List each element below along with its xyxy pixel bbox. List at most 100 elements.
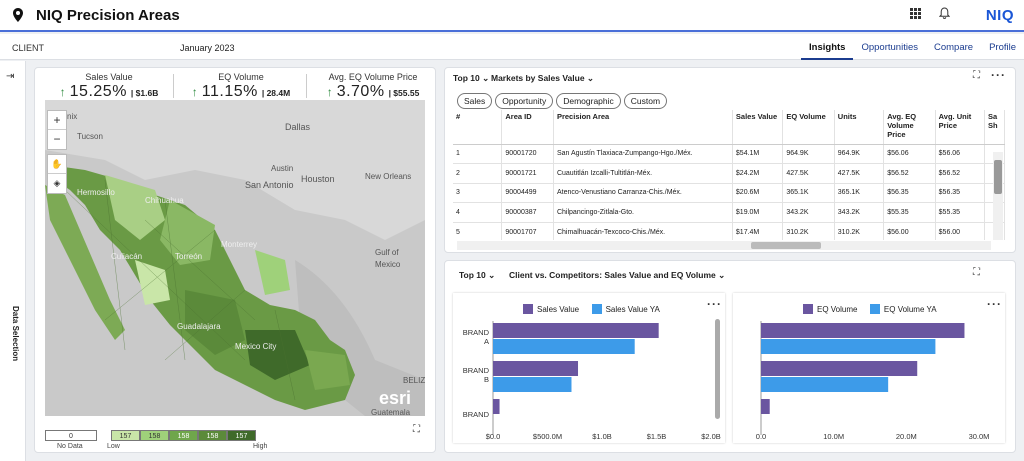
legend-cell[interactable]: 157 [227, 430, 256, 441]
map-label: BELIZ [403, 376, 425, 385]
legend-cell[interactable]: 157 [111, 430, 140, 441]
col-header[interactable]: Sales Value [732, 110, 784, 145]
choropleth-map[interactable]: nix Tucson Dallas Austin San Antonio Hou… [45, 100, 425, 416]
map-label: Dallas [285, 122, 311, 132]
bar-current[interactable] [761, 323, 965, 338]
table-cell: 1 [453, 144, 503, 165]
col-header[interactable]: Avg. Unit Price [935, 110, 986, 145]
legend-low-label: Low [107, 443, 120, 450]
col-header[interactable]: Sa Sh [984, 110, 1005, 145]
app-title: NIQ Precision Areas [36, 6, 180, 24]
divider [173, 74, 174, 98]
markets-title-dropdown[interactable]: Markets by Sales Value ⌄ [491, 73, 595, 83]
pan-hand-icon[interactable]: ✋ [48, 155, 66, 174]
expand-panel-icon[interactable]: ⇥ [6, 71, 15, 82]
filter-demographic[interactable]: Demographic [556, 93, 621, 109]
col-header[interactable]: Avg. EQ Volume Price [883, 110, 936, 145]
table-cell: 964.9K [782, 144, 835, 165]
kpi-label: Sales Value [85, 72, 133, 82]
col-header[interactable]: EQ Volume [782, 110, 835, 145]
table-cell: $20.6M [732, 183, 784, 204]
top-n-dropdown[interactable]: Top 10 ⌄ [459, 270, 496, 280]
client-label: CLIENT [12, 43, 45, 53]
map-tools: ✋ ◈ [47, 154, 67, 194]
apps-grid-icon[interactable] [909, 6, 921, 24]
col-header[interactable]: Units [834, 110, 885, 145]
more-options-icon[interactable]: ··· [707, 297, 722, 311]
legend-item[interactable]: EQ Volume [803, 304, 857, 314]
tab-opportunities[interactable]: Opportunities [861, 42, 918, 53]
bar-current[interactable] [761, 399, 770, 414]
top-n-dropdown[interactable]: Top 10 ⌄ [453, 73, 490, 83]
tab-compare[interactable]: Compare [933, 42, 974, 53]
col-header[interactable]: Area ID [501, 110, 554, 145]
period-label[interactable]: January 2023 [180, 43, 235, 53]
col-header[interactable]: Precision Area [553, 110, 733, 145]
up-arrow-icon: ↑ [326, 85, 333, 99]
tab-profile[interactable]: Profile [989, 42, 1016, 53]
scrollbar-thumb[interactable] [751, 242, 821, 249]
legend-item[interactable]: Sales Value [523, 304, 579, 314]
bar-current[interactable] [761, 361, 918, 376]
fullscreen-icon[interactable]: ⛶ [973, 70, 980, 81]
fullscreen-icon[interactable]: ⛶ [973, 267, 980, 278]
bar-year-ago[interactable] [761, 339, 936, 354]
table-cell: 90004499 [501, 183, 554, 204]
table-cell: Chimalhuacán-Texcoco-Chis./Méx. [553, 222, 733, 240]
horizontal-scrollbar[interactable] [457, 241, 991, 250]
divider [306, 74, 307, 98]
bell-icon[interactable] [938, 6, 951, 24]
table-row[interactable]: 3 90004499 Atenco-Venustiano Carranza-Chis… [453, 183, 1005, 204]
zoom-in-button[interactable]: + [48, 111, 66, 130]
legend-cell[interactable]: 158 [198, 430, 227, 441]
kpi-label: EQ Volume [218, 72, 264, 82]
more-options-icon[interactable]: ··· [987, 297, 1002, 311]
bar-current[interactable] [493, 399, 500, 414]
markets-panel: Top 10 ⌄ Markets by Sales Value ⌄ ⛶ ··· … [444, 67, 1016, 253]
legend-cell[interactable]: 158 [140, 430, 169, 441]
vertical-scrollbar[interactable] [993, 152, 1003, 240]
filter-sales[interactable]: Sales [457, 93, 493, 109]
comp-title-dropdown[interactable]: Client vs. Competitors: Sales Value and … [509, 270, 726, 280]
table-cell: 310.2K [834, 222, 885, 240]
map-label: Houston [301, 174, 335, 184]
tab-insights[interactable]: Insights [801, 34, 854, 60]
filter-custom[interactable]: Custom [623, 93, 668, 109]
table-cell: $56.52 [883, 163, 936, 184]
table-cell: San Agustín Tlaxiaca-Zumpango-Hgo./Méx. [553, 144, 733, 165]
data-selection-label[interactable]: Data Selection [11, 306, 20, 362]
table-row[interactable]: 1 90001720 San Agustín Tlaxiaca-Zumpango-H… [453, 144, 1005, 165]
col-header[interactable]: # [453, 110, 503, 145]
bar-year-ago[interactable] [493, 377, 572, 392]
map-label: Mexico [375, 260, 401, 269]
map-label: San Antonio [245, 180, 294, 190]
x-tick-label: 30.0M [969, 432, 990, 441]
legend-cell[interactable]: 158 [169, 430, 198, 441]
table-cell: $17.4M [732, 222, 784, 240]
map-label: Guadalajara [177, 322, 221, 331]
table-row[interactable]: 5 90001707 Chimalhuacán-Texcoco-Chis./Méx.… [453, 222, 1005, 240]
kpi-pct: 3.70% [336, 83, 385, 100]
filter-opportunity[interactable]: Opportunity [495, 93, 554, 109]
zoom-out-button[interactable]: − [53, 132, 61, 146]
legend-item[interactable]: Sales Value YA [591, 304, 660, 314]
bar-year-ago[interactable] [761, 377, 889, 392]
bar-current[interactable] [493, 361, 579, 376]
more-options-icon[interactable]: ··· [991, 68, 1006, 82]
bar-year-ago[interactable] [493, 339, 635, 354]
legend-item[interactable]: EQ Volume YA [869, 304, 937, 314]
bar-current[interactable] [493, 323, 659, 338]
scrollbar-thumb[interactable] [994, 160, 1002, 194]
table-row[interactable]: 4 90000387 Chilpancingo-Zitlala-Gto. $19.0M… [453, 202, 1005, 223]
competitor-panel: Top 10 ⌄ Client vs. Competitors: Sales V… [444, 260, 1016, 453]
table-row[interactable]: 2 90001721 Cuautitlán Izcalli-Tultitlán-Mé… [453, 163, 1005, 184]
legend-high-label: High [253, 443, 268, 450]
fullscreen-icon[interactable]: ⛶ [413, 424, 420, 435]
data-selection-rail[interactable]: ⇥ Data Selection [0, 61, 26, 461]
layers-icon[interactable]: ◈ [53, 178, 61, 188]
map-label: Guatemala [371, 408, 411, 416]
kpi-avg-eq-volume-price: Avg. EQ Volume Price ↑ 3.70% | $55.55 [311, 72, 435, 101]
map-label: nix [67, 112, 78, 121]
table-cell: $19.0M [732, 202, 784, 223]
chart-scrollbar[interactable] [715, 319, 720, 419]
